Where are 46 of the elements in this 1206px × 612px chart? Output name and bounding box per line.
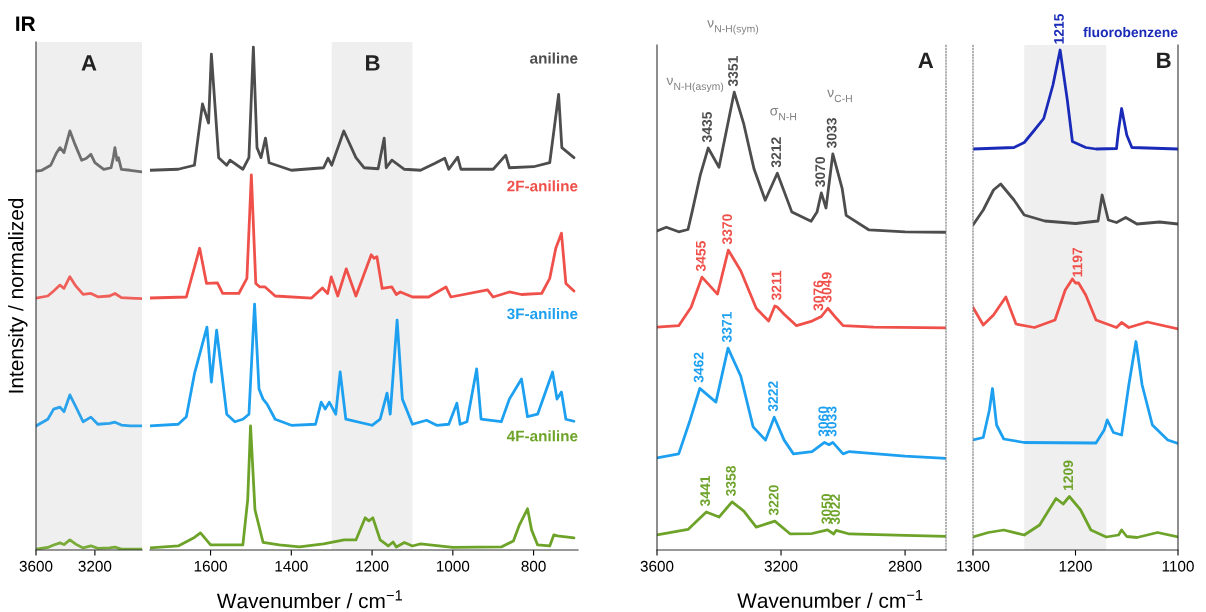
text: aniline <box>530 52 578 64</box>
annotation: 3462 <box>693 352 704 383</box>
y-axis-title: Intensity / normalized <box>8 198 28 393</box>
annotation: 3220 <box>768 485 779 516</box>
annotation: 1209 <box>1063 460 1074 491</box>
text: A <box>918 52 934 68</box>
x-tick-label: 3600 <box>19 560 53 572</box>
series-label: fluorobenzene <box>1083 27 1178 38</box>
annotation: 3435 <box>702 111 712 143</box>
text: A <box>81 55 97 71</box>
x-tick-label: 1000 <box>437 560 470 572</box>
annotation: 3358 <box>725 465 736 497</box>
x-axis-title: Wavenumber / cm$^{−1}$ <box>737 590 923 609</box>
x-tick-label: 2800 <box>888 560 922 572</box>
text: 3F-aniline <box>507 307 578 320</box>
x-tick-label: 1200 <box>1059 560 1092 572</box>
x-tick-label: 1300 <box>957 560 990 572</box>
text: νN-H(asym) <box>666 77 724 93</box>
x-tick-label: 1100 <box>1162 560 1194 572</box>
annotation: 3212 <box>771 137 782 168</box>
annotation: 3211 <box>771 270 782 301</box>
x-tick-label: 3200 <box>764 560 798 572</box>
x-tick-label: 1600 <box>194 560 227 572</box>
x-tick-label: 3200 <box>78 560 112 572</box>
annotation: 3050 <box>821 493 832 524</box>
annotation: 3033 <box>826 118 837 149</box>
annotation: 3371 <box>721 312 732 343</box>
annotation: 3370 <box>722 214 733 245</box>
annotation: 3222 <box>768 381 778 412</box>
annotation: 3351 <box>728 56 738 87</box>
x-tick-label: 3600 <box>640 560 674 572</box>
x-tick-label: 800 <box>521 560 546 572</box>
text: 2F-aniline <box>507 180 578 192</box>
chart-title: IR <box>16 16 36 31</box>
annotation: B <box>366 55 380 71</box>
x-tick-label: 1200 <box>356 560 389 572</box>
annotation: B <box>1157 52 1171 68</box>
annotation: 3441 <box>700 475 711 507</box>
annotation: 3455 <box>695 241 706 272</box>
text: νN-H(sym) <box>707 20 759 35</box>
annotation: 1215 <box>1054 13 1064 44</box>
x-tick-label: 1400 <box>275 560 308 572</box>
text: 4F-aniline <box>506 430 578 442</box>
x-axis-title: Wavenumber / cm$^{−1}$ <box>216 590 402 609</box>
annotation: 3070 <box>815 157 826 188</box>
annotation: 1197 <box>1072 247 1083 277</box>
